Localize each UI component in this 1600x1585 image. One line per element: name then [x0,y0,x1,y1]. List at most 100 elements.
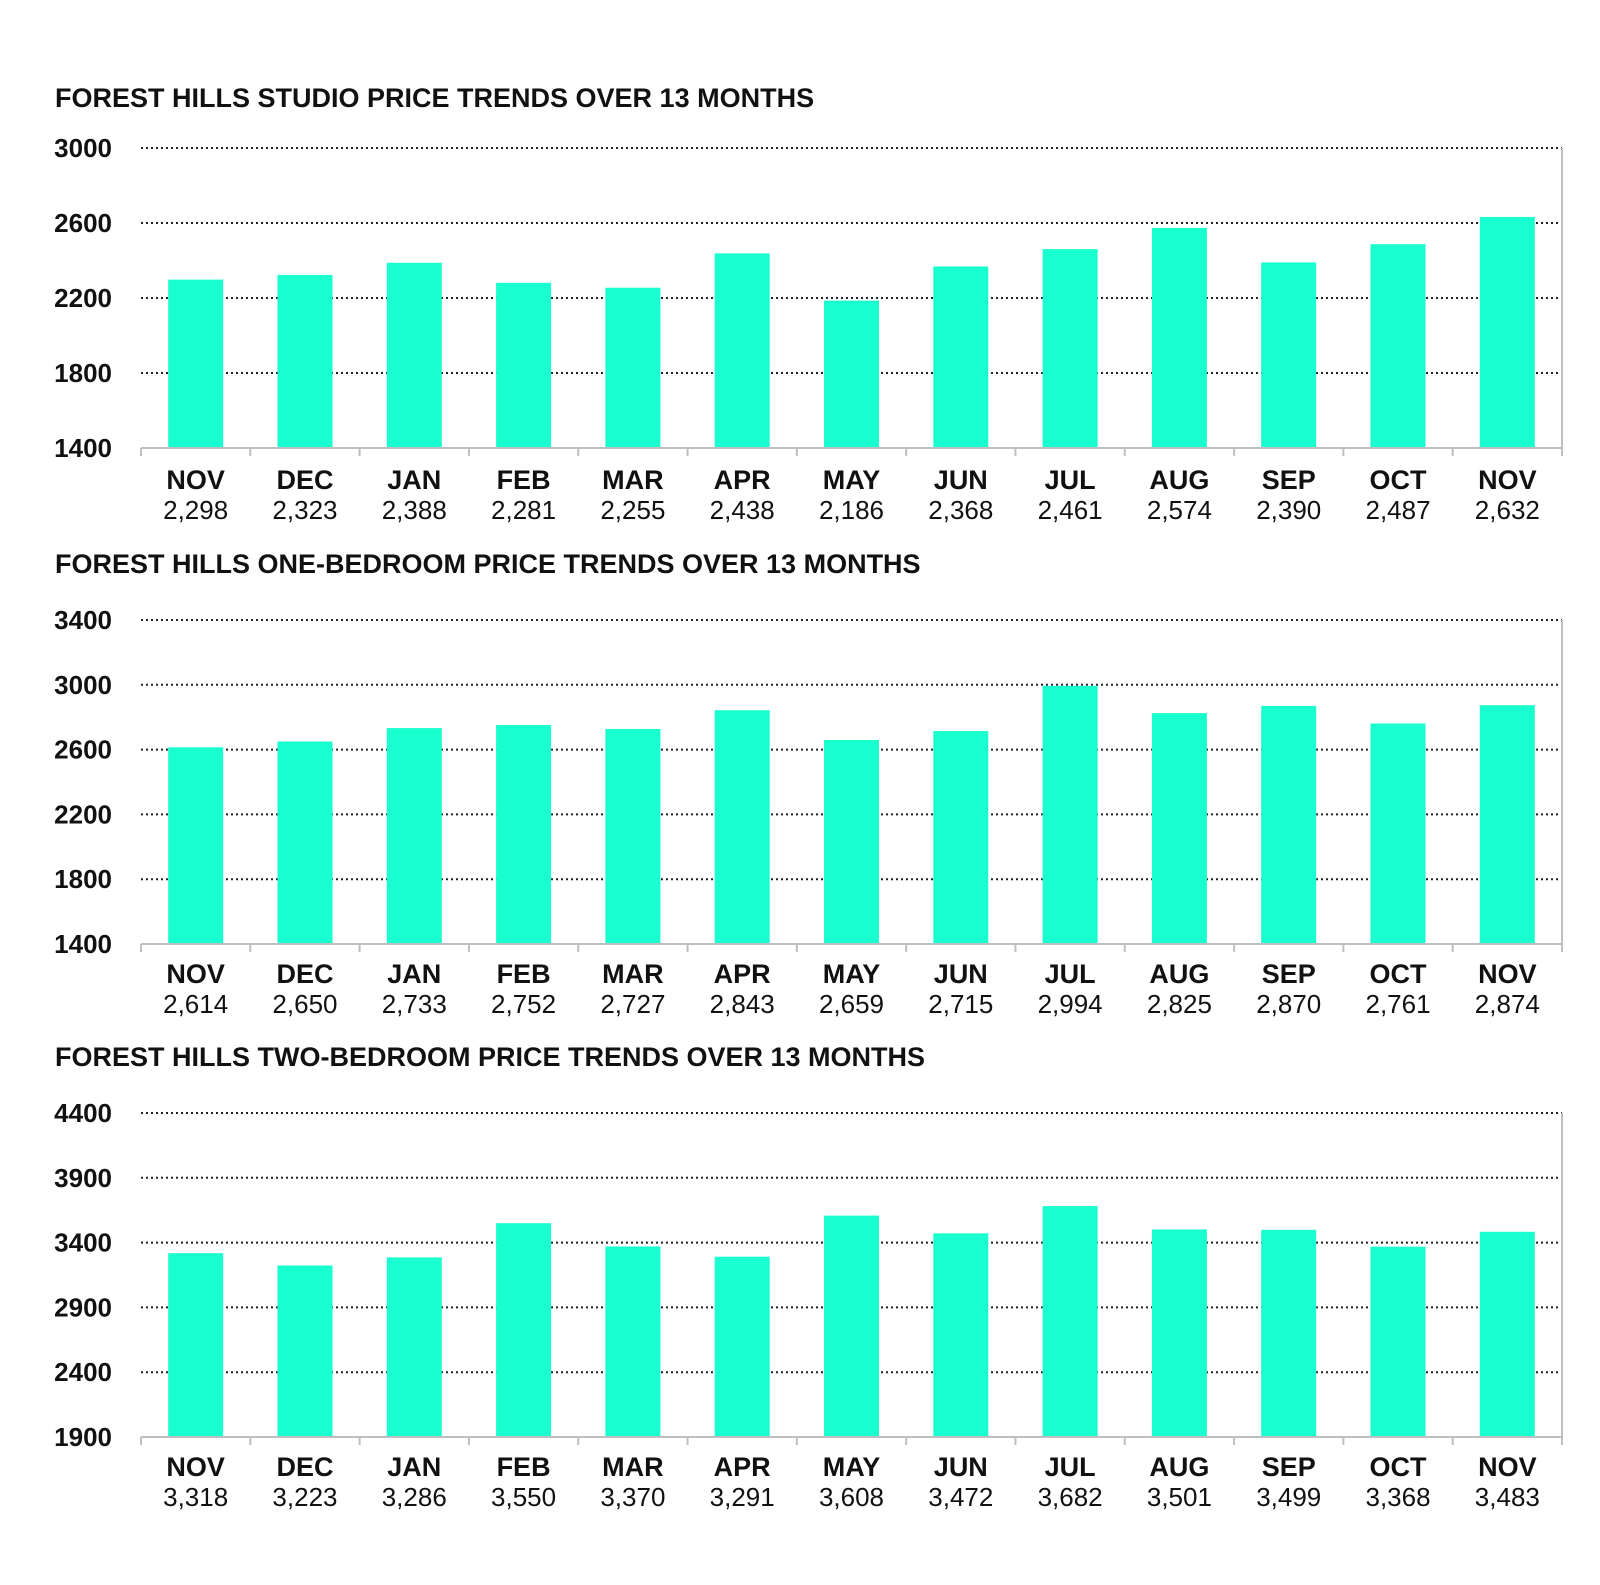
bar-feb [496,725,552,944]
month-label: OCT [1370,465,1428,495]
bar-dec [277,274,333,448]
month-label: NOV [1478,1452,1537,1482]
value-label: 3,550 [491,1482,556,1512]
month-label: APR [714,465,771,495]
value-label: 2,727 [600,989,665,1019]
y-tick-label: 4400 [54,1098,112,1128]
bar-jan [386,728,442,944]
value-label: 3,608 [819,1482,884,1512]
bar-apr [714,253,770,448]
month-label: JUN [934,465,988,495]
value-label: 2,298 [163,495,228,525]
y-tick-label: 3400 [54,605,112,635]
month-label: MAR [602,959,664,989]
value-label: 2,825 [1147,989,1212,1019]
bar-may [824,740,879,944]
month-label: AUG [1149,465,1209,495]
value-label: 3,682 [1038,1482,1103,1512]
y-tick-label: 1800 [54,358,112,388]
value-label: 2,281 [491,495,556,525]
chart-3: FOREST HILLS TWO-BEDROOM PRICE TRENDS OV… [54,1042,1563,1512]
bar-jun [933,266,989,448]
month-label: JAN [387,959,441,989]
bar-jul [1042,1206,1098,1437]
chart-1: FOREST HILLS STUDIO PRICE TRENDS OVER 13… [54,83,1563,525]
month-label: APR [714,1452,771,1482]
month-label: DEC [276,465,333,495]
value-label: 3,318 [163,1482,228,1512]
month-label: FEB [497,465,551,495]
bar-jan [386,1257,442,1437]
month-label: SEP [1262,1452,1316,1482]
y-tick-label: 3900 [54,1163,112,1193]
month-label: JUN [934,1452,988,1482]
bar-oct [1370,1246,1426,1437]
value-label: 2,733 [382,989,447,1019]
bar-dec [277,741,333,944]
y-tick-label: 1800 [54,864,112,894]
month-label: JAN [387,465,441,495]
y-tick-label: 2600 [54,208,112,238]
value-label: 3,483 [1475,1482,1540,1512]
value-label: 3,286 [382,1482,447,1512]
bar-nov [168,1253,224,1437]
value-label: 2,255 [600,495,665,525]
bar-oct [1370,244,1426,448]
y-tick-label: 3000 [54,133,112,163]
bar-apr [714,710,770,944]
month-label: NOV [166,465,225,495]
month-label: NOV [166,959,225,989]
value-label: 2,874 [1475,989,1540,1019]
month-label: MAR [602,1452,664,1482]
bar-sep [1261,1229,1317,1437]
bar-may [824,300,879,448]
bar-aug [1151,1229,1207,1437]
month-label: JUN [934,959,988,989]
month-label: DEC [276,959,333,989]
value-label: 2,659 [819,989,884,1019]
month-label: OCT [1370,1452,1428,1482]
bar-nov [1479,1231,1535,1437]
value-label: 2,994 [1038,989,1103,1019]
bar-dec [277,1265,333,1437]
value-label: 2,870 [1256,989,1321,1019]
value-label: 2,461 [1038,495,1103,525]
month-label: JUL [1045,1452,1096,1482]
value-label: 2,574 [1147,495,1212,525]
bar-nov [1479,705,1535,944]
y-tick-label: 1400 [54,433,112,463]
bar-feb [496,282,552,448]
bar-sep [1261,705,1317,944]
y-tick-label: 1900 [54,1422,112,1452]
value-label: 3,472 [928,1482,993,1512]
y-tick-label: 2600 [54,735,112,765]
month-label: AUG [1149,959,1209,989]
month-label: DEC [276,1452,333,1482]
bar-nov [168,747,224,944]
value-label: 3,501 [1147,1482,1212,1512]
value-label: 3,370 [600,1482,665,1512]
bar-aug [1151,713,1207,944]
value-label: 2,632 [1475,495,1540,525]
month-label: SEP [1262,959,1316,989]
bar-sep [1261,262,1317,448]
y-tick-label: 2400 [54,1357,112,1387]
y-tick-label: 2200 [54,283,112,313]
month-label: JAN [387,1452,441,1482]
month-label: NOV [1478,959,1537,989]
month-label: FEB [497,959,551,989]
bar-nov [1479,217,1535,448]
value-label: 2,368 [928,495,993,525]
month-label: NOV [166,1452,225,1482]
value-label: 2,438 [710,495,775,525]
bar-aug [1151,227,1207,448]
value-label: 3,291 [710,1482,775,1512]
bar-jul [1042,685,1098,944]
month-label: MAY [823,959,881,989]
month-label: NOV [1478,465,1537,495]
bar-mar [605,287,661,448]
bar-jun [933,731,989,944]
month-label: MAR [602,465,664,495]
month-label: JUL [1045,959,1096,989]
